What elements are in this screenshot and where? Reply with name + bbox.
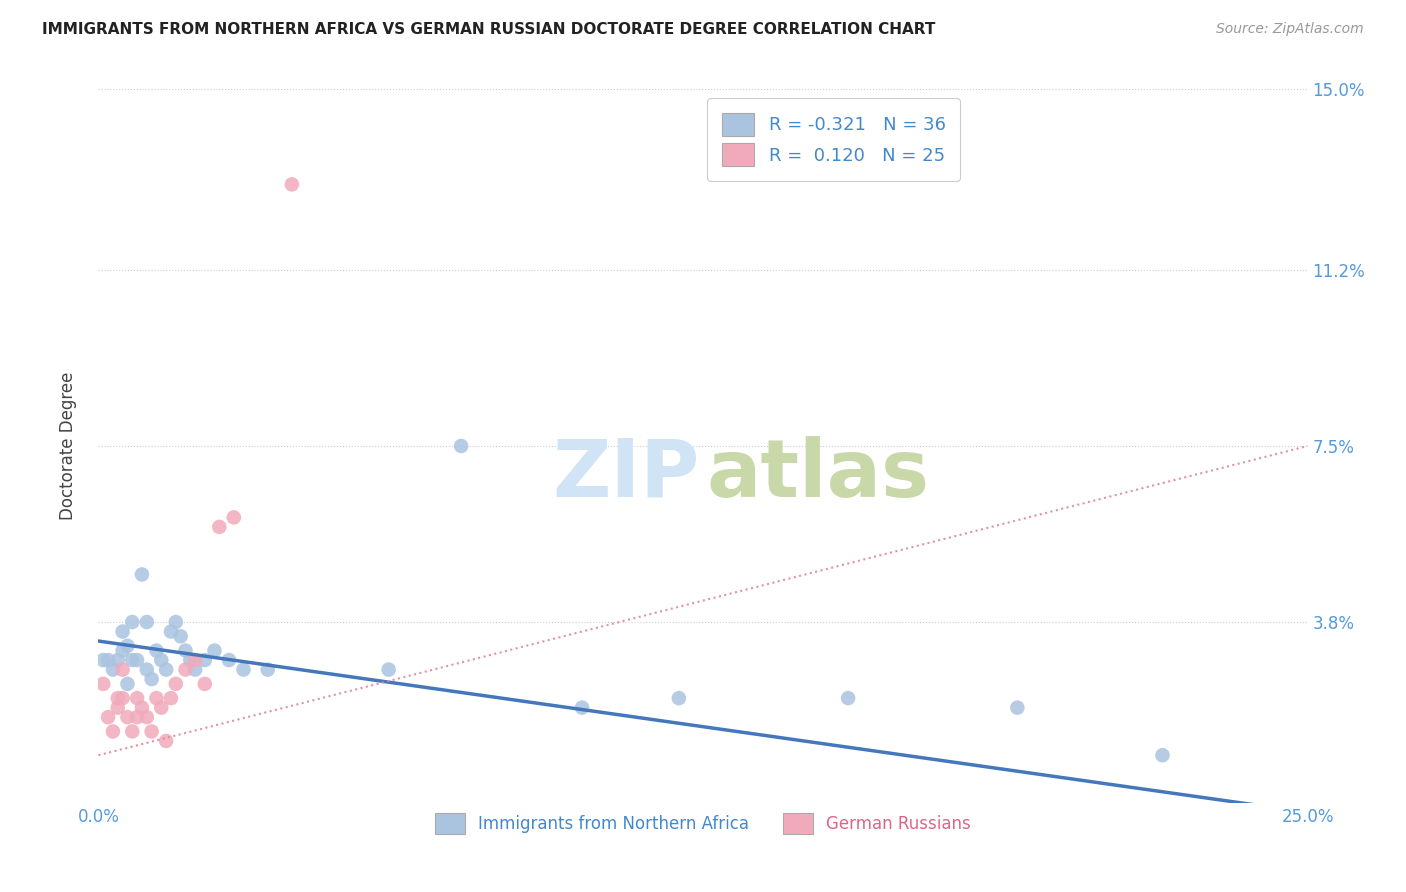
- Point: [107, 700, 129, 714]
- Point: [111, 691, 134, 706]
- Point: [117, 677, 139, 691]
- Point: [184, 653, 207, 667]
- Point: [101, 724, 124, 739]
- Point: [121, 615, 143, 629]
- Point: [204, 643, 226, 657]
- Point: [194, 677, 217, 691]
- Point: [1152, 748, 1174, 763]
- Point: [121, 653, 143, 667]
- Point: [131, 700, 153, 714]
- Point: [165, 677, 187, 691]
- Point: [450, 439, 472, 453]
- Point: [127, 653, 149, 667]
- Point: [174, 643, 197, 657]
- Point: [107, 653, 129, 667]
- Point: [668, 691, 690, 706]
- Point: [117, 639, 139, 653]
- Point: [141, 724, 163, 739]
- Point: [135, 663, 157, 677]
- Y-axis label: Doctorate Degree: Doctorate Degree: [59, 372, 77, 520]
- Text: atlas: atlas: [707, 435, 929, 514]
- Point: [145, 691, 167, 706]
- Point: [179, 653, 201, 667]
- Point: [1007, 700, 1029, 714]
- Point: [127, 710, 149, 724]
- Point: [571, 700, 593, 714]
- Point: [155, 663, 177, 677]
- Point: [256, 663, 278, 677]
- Point: [135, 710, 157, 724]
- Point: [165, 615, 187, 629]
- Point: [101, 663, 124, 677]
- Point: [131, 567, 153, 582]
- Point: [837, 691, 859, 706]
- Legend: Immigrants from Northern Africa, German Russians: Immigrants from Northern Africa, German …: [429, 806, 977, 841]
- Point: [281, 178, 304, 192]
- Point: [111, 643, 134, 657]
- Point: [174, 663, 197, 677]
- Point: [91, 677, 114, 691]
- Point: [150, 653, 173, 667]
- Point: [150, 700, 173, 714]
- Point: [127, 691, 149, 706]
- Point: [111, 624, 134, 639]
- Text: ZIP: ZIP: [553, 435, 699, 514]
- Point: [218, 653, 240, 667]
- Point: [121, 724, 143, 739]
- Point: [160, 691, 183, 706]
- Point: [145, 643, 167, 657]
- Text: IMMIGRANTS FROM NORTHERN AFRICA VS GERMAN RUSSIAN DOCTORATE DEGREE CORRELATION C: IMMIGRANTS FROM NORTHERN AFRICA VS GERMA…: [42, 22, 935, 37]
- Point: [155, 734, 177, 748]
- Point: [208, 520, 231, 534]
- Point: [97, 653, 120, 667]
- Point: [135, 615, 157, 629]
- Point: [117, 710, 139, 724]
- Point: [141, 672, 163, 686]
- Point: [107, 691, 129, 706]
- Point: [111, 663, 134, 677]
- Point: [184, 663, 207, 677]
- Point: [232, 663, 254, 677]
- Point: [194, 653, 217, 667]
- Text: Source: ZipAtlas.com: Source: ZipAtlas.com: [1216, 22, 1364, 37]
- Point: [160, 624, 183, 639]
- Point: [377, 663, 399, 677]
- Point: [91, 653, 114, 667]
- Point: [97, 710, 120, 724]
- Point: [222, 510, 245, 524]
- Point: [169, 629, 191, 643]
